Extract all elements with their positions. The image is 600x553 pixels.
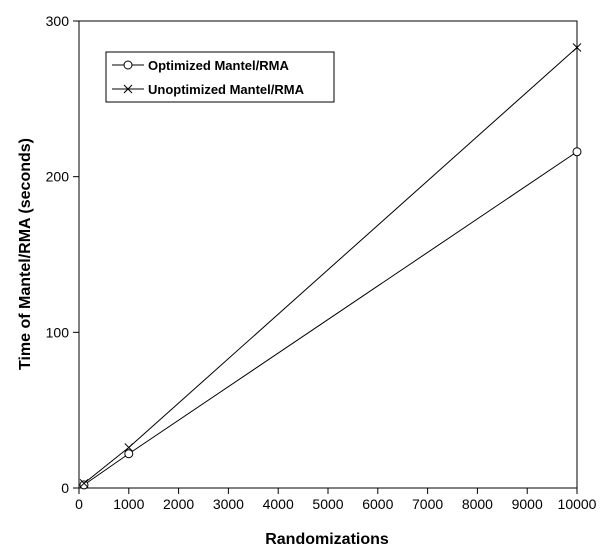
- legend-box: [105, 51, 335, 103]
- legend: Optimized Mantel/RMA Unoptimized Mantel/R…: [105, 51, 335, 103]
- x-tick-label: 5000: [312, 496, 343, 512]
- legend-item: Unoptimized Mantel/RMA: [112, 82, 305, 97]
- series-line: [83, 47, 578, 484]
- y-axis-title: Time of Mantel/RMA (seconds): [17, 138, 34, 370]
- data-point-circle: [124, 449, 134, 459]
- x-tick-label: 1000: [113, 496, 144, 512]
- data-point-x: [123, 84, 133, 94]
- series-line: [83, 151, 578, 486]
- data-point-x: [79, 478, 89, 488]
- x-tick-label: 9000: [512, 496, 543, 512]
- x-tick-label: 8000: [462, 496, 493, 512]
- series-layer: [79, 43, 582, 490]
- x-tick-label: 7000: [412, 496, 443, 512]
- y-tick-label: 0: [61, 480, 69, 496]
- x-axis: 0 1000 2000 3000 4000 5000 6000 7000 8000 9000 100…: [75, 488, 597, 512]
- y-tick-label: 300: [46, 13, 70, 29]
- data-point-circle: [123, 60, 133, 70]
- y-tick-label: 200: [46, 169, 70, 185]
- x-axis-title: Randomizations: [265, 531, 389, 548]
- x-tick-label: 4000: [263, 496, 294, 512]
- series-2: [79, 43, 582, 488]
- x-tick-label: 6000: [362, 496, 393, 512]
- legend-label: Unoptimized Mantel/RMA: [148, 82, 305, 97]
- data-point-x: [572, 43, 582, 52]
- x-tick-label: 2000: [163, 496, 194, 512]
- legend-item: Optimized Mantel/RMA: [112, 58, 289, 73]
- data-point-circle: [79, 480, 89, 490]
- series-1: [79, 147, 582, 490]
- x-tick-label: 0: [75, 496, 83, 512]
- data-point-x: [124, 443, 134, 452]
- legend-label: Optimized Mantel/RMA: [148, 58, 289, 73]
- y-axis: 0 100 200 300: [46, 13, 79, 496]
- data-point-circle: [572, 147, 582, 157]
- y-tick-label: 100: [46, 324, 70, 340]
- x-tick-label: 3000: [213, 496, 244, 512]
- x-tick-label: 10000: [558, 496, 597, 512]
